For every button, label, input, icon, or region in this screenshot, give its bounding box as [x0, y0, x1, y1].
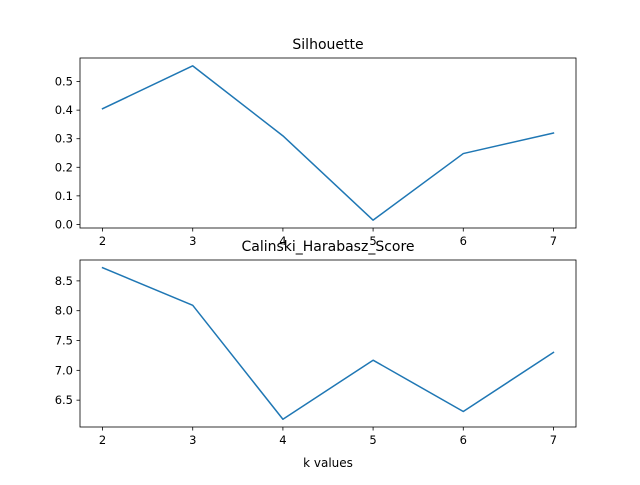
x-tick-label: 4	[279, 234, 286, 248]
x-tick-label: 2	[99, 433, 106, 447]
y-tick-label: 6.5	[55, 393, 73, 407]
x-tick-label: 7	[550, 234, 557, 248]
x-tick-label: 3	[189, 433, 196, 447]
x-tick-label: 5	[369, 234, 376, 248]
x-tick-label: 4	[279, 433, 286, 447]
y-tick-label: 7.0	[55, 363, 73, 377]
y-tick-label: 0.5	[55, 75, 73, 89]
y-tick-label: 0.2	[55, 160, 73, 174]
y-tick-label: 8.5	[55, 274, 73, 288]
x-tick-label: 7	[550, 433, 557, 447]
y-tick-label: 0.4	[55, 103, 73, 117]
y-tick-label: 0.0	[55, 217, 73, 231]
y-tick-label: 0.3	[55, 132, 73, 146]
y-tick-label: 0.1	[55, 189, 73, 203]
x-tick-label: 3	[189, 234, 196, 248]
plot-frame	[79, 259, 577, 428]
y-tick-label: 8.0	[55, 304, 73, 318]
series-line	[101, 65, 555, 221]
x-tick-label: 5	[369, 433, 376, 447]
x-tick-label: 6	[460, 433, 467, 447]
x-tick-label: 2	[99, 234, 106, 248]
y-tick-label: 7.5	[55, 334, 73, 348]
plot-frame	[79, 57, 577, 229]
subplot-silhouette: Silhouette 2 3 4 5 6 7 0.0 0.1 0.2 0.3 0.4 0.5	[55, 37, 577, 248]
subplot-calinski-harabasz: Calinski_Harabasz_Score 2 3 4 5 6 7 6.5 7.0 7.5 8…	[55, 239, 577, 470]
chart-title: Calinski_Harabasz_Score	[241, 239, 414, 255]
x-tick-label: 6	[460, 234, 467, 248]
chart-title: Silhouette	[292, 37, 363, 53]
x-axis-label: k values	[303, 456, 353, 470]
series-line	[101, 266, 555, 420]
